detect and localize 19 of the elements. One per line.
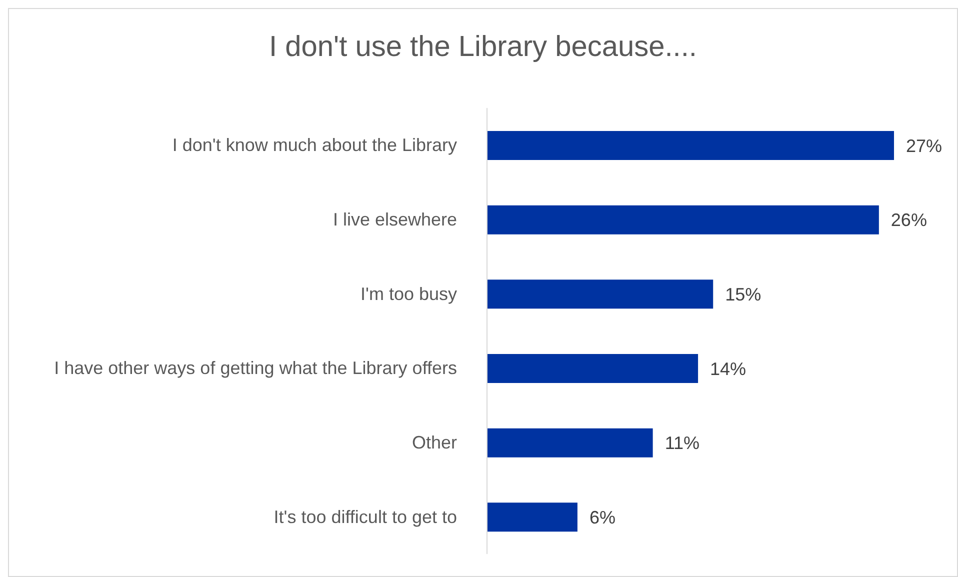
data-label: 11%	[664, 433, 700, 454]
data-label: 15%	[725, 284, 762, 305]
bar	[487, 502, 578, 532]
bar	[487, 280, 714, 309]
chart-title: I don't use the Library because....	[268, 31, 698, 64]
y-tick-label: It's too difficult to get to	[274, 506, 457, 527]
bar	[487, 428, 653, 458]
data-label: 26%	[890, 210, 927, 230]
data-label: 14%	[710, 358, 746, 379]
y-tick-label: I don't know much about the Library	[172, 135, 457, 156]
y-tick-label: Other	[412, 432, 457, 452]
data-label: 27%	[906, 136, 942, 156]
bar	[487, 205, 879, 234]
y-tick-label: I'm too busy	[360, 284, 457, 304]
bar	[487, 131, 894, 160]
y-tick-label: I live elsewhere	[332, 210, 457, 230]
y-tick-label: I have other ways of getting what the Library offers	[54, 358, 457, 378]
bar	[487, 354, 698, 383]
data-label: 6%	[589, 508, 616, 528]
